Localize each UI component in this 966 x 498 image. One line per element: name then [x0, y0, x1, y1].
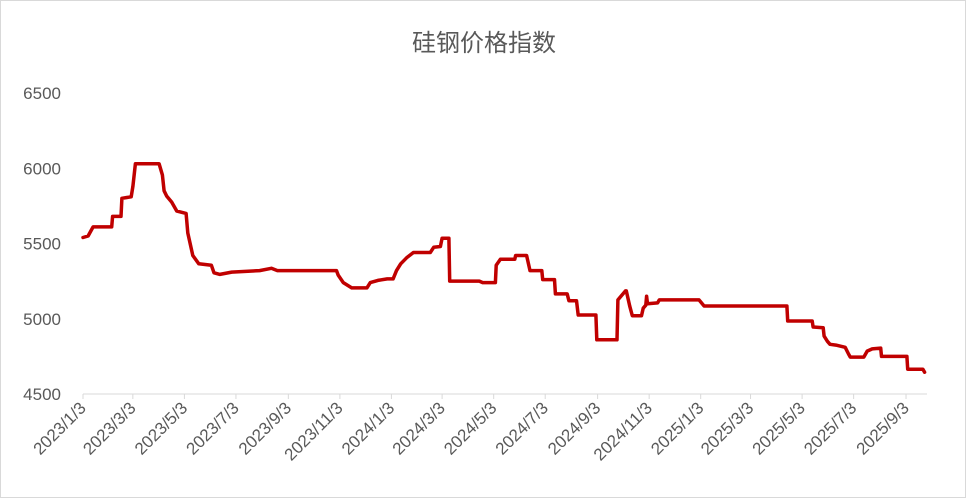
- x-tick-label: 2025/7/3: [800, 398, 860, 458]
- x-tick-label: 2023/7/3: [183, 398, 243, 458]
- y-tick-label: 5500: [23, 235, 61, 254]
- y-tick-label: 4500: [23, 385, 61, 404]
- x-tick-label: 2023/1/3: [30, 398, 90, 458]
- x-tick-label: 2024/7/3: [492, 398, 552, 458]
- x-tick-label: 2023/5/3: [131, 398, 191, 458]
- x-tick-label: 2024/5/3: [440, 398, 500, 458]
- x-tick-label: 2025/1/3: [647, 398, 707, 458]
- chart-title: 硅钢价格指数: [412, 29, 556, 57]
- x-tick-label: 2025/9/3: [853, 398, 913, 458]
- x-tick-label: 2023/3/3: [79, 398, 139, 458]
- y-tick-label: 5000: [23, 310, 61, 329]
- y-tick-label: 6000: [23, 159, 61, 178]
- y-tick-label: 6500: [23, 84, 61, 103]
- x-tick-label: 2024/3/3: [389, 398, 449, 458]
- x-tick-label: 2024/1/3: [338, 398, 398, 458]
- series-line: [81, 161, 927, 374]
- x-tick-label: 2025/5/3: [749, 398, 809, 458]
- x-tick-label: 2025/3/3: [697, 398, 757, 458]
